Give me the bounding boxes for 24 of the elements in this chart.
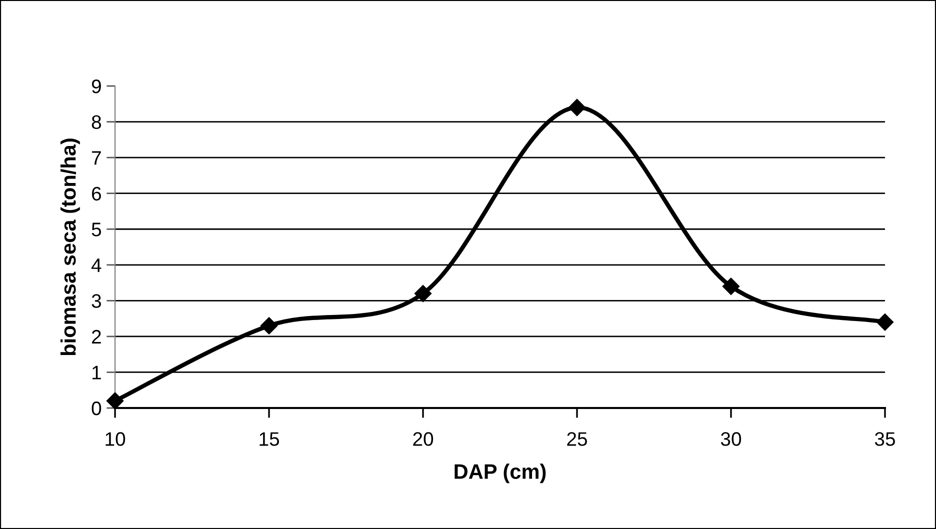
y-tick-label: 4 xyxy=(91,258,102,272)
y-tick-label: 3 xyxy=(92,294,101,308)
x-tick-label: 10 xyxy=(106,432,126,446)
x-tick-label: 25 xyxy=(567,432,588,446)
y-tick-label: 7 xyxy=(92,151,101,165)
y-tick-label: 0 xyxy=(92,401,102,416)
y-tick-label: 8 xyxy=(92,115,101,130)
point xyxy=(414,284,432,302)
y-tick-label: 2 xyxy=(92,330,101,344)
x-tick-label: 15 xyxy=(260,432,280,446)
x-axis-title: DAP (cm) xyxy=(454,464,546,484)
x-tick-label: 30 xyxy=(720,432,742,446)
point xyxy=(568,98,586,116)
x-tick-label: 20 xyxy=(413,432,434,446)
y-tick-label: 1 xyxy=(92,366,101,380)
y-tick-label: 9 xyxy=(92,79,101,94)
y-tick-label: 5 xyxy=(92,222,102,236)
x-tick-label: 35 xyxy=(874,432,895,446)
point xyxy=(722,278,740,295)
point xyxy=(106,392,124,410)
y-tick-label: 6 xyxy=(92,186,101,201)
point xyxy=(260,317,278,334)
point xyxy=(876,314,894,331)
y-axis-title: biomasa seca (ton/ha) xyxy=(60,138,80,356)
